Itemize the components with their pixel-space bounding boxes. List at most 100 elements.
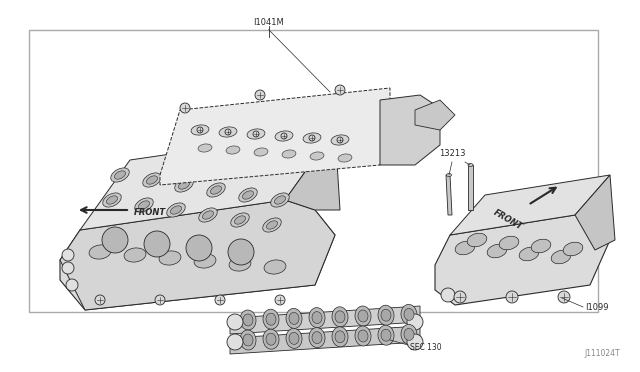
Ellipse shape [355,306,371,326]
Ellipse shape [175,178,193,192]
Ellipse shape [234,216,246,224]
Ellipse shape [455,241,475,255]
Circle shape [62,249,74,261]
Ellipse shape [264,260,286,274]
Polygon shape [450,175,610,235]
Circle shape [441,288,455,302]
Circle shape [95,295,105,305]
Ellipse shape [381,329,391,341]
Circle shape [407,334,423,350]
Circle shape [227,314,243,330]
Ellipse shape [286,328,302,349]
Ellipse shape [404,308,414,320]
Ellipse shape [124,248,146,262]
Ellipse shape [202,211,214,219]
Circle shape [337,137,343,143]
Ellipse shape [335,331,345,343]
Polygon shape [80,130,335,230]
Circle shape [228,239,254,265]
Ellipse shape [266,221,278,229]
Circle shape [102,227,128,253]
Ellipse shape [275,196,285,204]
Circle shape [144,231,170,257]
Ellipse shape [401,324,417,344]
Polygon shape [230,326,420,354]
Ellipse shape [266,333,276,345]
Ellipse shape [211,186,221,194]
Circle shape [253,131,259,137]
Ellipse shape [404,328,414,340]
Ellipse shape [143,173,161,187]
Ellipse shape [243,314,253,326]
Ellipse shape [338,154,352,162]
Ellipse shape [331,135,349,145]
Text: I1099: I1099 [585,302,609,311]
Ellipse shape [282,150,296,158]
Text: FRONT: FRONT [492,208,524,232]
Polygon shape [468,165,473,210]
Ellipse shape [335,311,345,323]
Circle shape [281,133,287,139]
Ellipse shape [312,331,322,344]
Ellipse shape [467,233,487,247]
Circle shape [309,135,315,141]
Circle shape [62,262,74,274]
Text: 13213: 13213 [439,149,465,158]
Ellipse shape [170,206,182,214]
Ellipse shape [247,129,265,139]
Ellipse shape [266,313,276,325]
Polygon shape [415,100,455,130]
Ellipse shape [207,183,225,197]
Ellipse shape [263,309,279,329]
Circle shape [180,103,190,113]
Circle shape [506,291,518,303]
Ellipse shape [135,198,153,212]
Ellipse shape [263,218,281,232]
Ellipse shape [111,168,129,182]
Ellipse shape [289,333,299,344]
Ellipse shape [378,305,394,325]
Ellipse shape [103,193,121,207]
Ellipse shape [254,148,268,156]
Ellipse shape [89,245,111,259]
Circle shape [275,295,285,305]
Ellipse shape [138,201,150,209]
Ellipse shape [381,309,391,321]
Ellipse shape [378,325,394,345]
Circle shape [215,295,225,305]
Ellipse shape [309,328,325,347]
Ellipse shape [358,310,368,322]
Ellipse shape [243,334,253,346]
Circle shape [66,279,78,291]
Circle shape [225,129,231,135]
Ellipse shape [229,257,251,271]
Ellipse shape [358,330,368,342]
Polygon shape [230,306,420,334]
Ellipse shape [106,196,118,204]
Circle shape [197,127,203,133]
Ellipse shape [226,146,240,154]
Ellipse shape [194,254,216,268]
Ellipse shape [519,247,539,261]
Ellipse shape [309,308,325,328]
Ellipse shape [487,244,507,258]
Ellipse shape [115,171,125,179]
Ellipse shape [179,181,189,189]
Ellipse shape [332,307,348,327]
Ellipse shape [286,308,302,328]
Text: J111024T: J111024T [584,349,620,358]
Ellipse shape [289,312,299,324]
Circle shape [227,334,243,350]
Polygon shape [575,175,615,250]
Ellipse shape [499,236,519,250]
Ellipse shape [240,310,256,330]
Circle shape [155,295,165,305]
Ellipse shape [167,203,185,217]
Text: FRONT: FRONT [134,208,166,217]
Text: I1041M: I1041M [253,18,284,27]
Text: SEC 130: SEC 130 [410,343,442,353]
Circle shape [558,291,570,303]
Ellipse shape [551,250,571,264]
Ellipse shape [231,213,249,227]
Ellipse shape [159,251,181,265]
